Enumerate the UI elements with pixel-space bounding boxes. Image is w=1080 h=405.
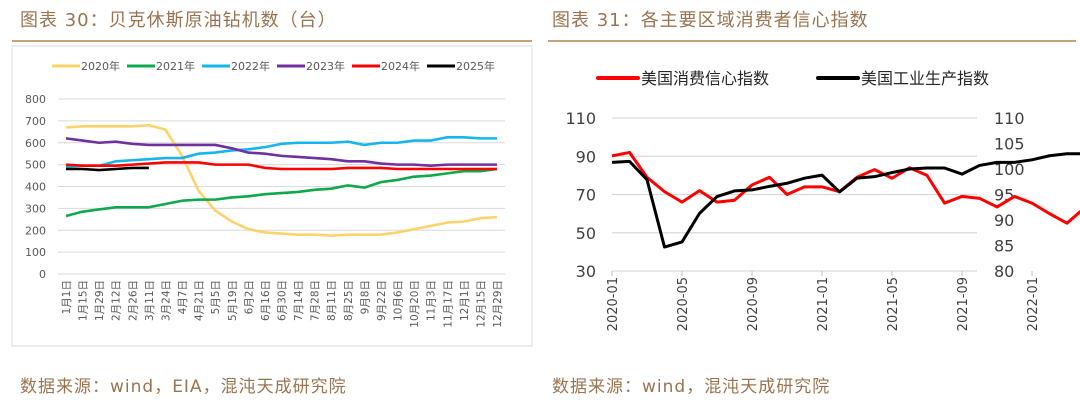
x-tick-label: 2020-05 — [676, 277, 691, 331]
legend-label: 美国消费信心指数 — [641, 69, 769, 88]
series-line-2025年 — [66, 166, 149, 172]
legend-label: 美国工业生产指数 — [861, 69, 989, 88]
y-tick-label: 400 — [25, 181, 46, 194]
x-tick-label: 4月7日 — [177, 280, 189, 314]
x-tick-label: 12月15日 — [475, 280, 487, 328]
y2-tick-label: 90 — [994, 211, 1014, 230]
series-line-2023年 — [65, 137, 497, 168]
x-tick-label: 11月3日 — [426, 280, 438, 321]
x-tick-label: 6月30日 — [277, 280, 289, 321]
x-tick-label: 8月25日 — [343, 280, 355, 321]
y2-tick-label: 110 — [994, 109, 1025, 128]
y-tick-label: 90 — [576, 147, 596, 166]
legend-label: 2021年 — [156, 59, 195, 73]
legend-label: 2022年 — [231, 59, 270, 73]
y2-tick-label: 80 — [994, 262, 1014, 281]
x-tick-label: 3月24日 — [160, 280, 172, 321]
x-tick-label: 10月20日 — [409, 280, 421, 328]
left-source-note: 数据来源：wind，EIA，混沌天成研究院 — [20, 377, 347, 397]
x-tick-label: 1月1日 — [61, 280, 73, 314]
y-tick-label: 100 — [25, 246, 46, 259]
series-line-2021年 — [65, 167, 498, 218]
x-tick-label: 5月5日 — [210, 280, 222, 314]
x-tick-label: 1月29日 — [94, 280, 106, 321]
x-tick-label: 10月6日 — [393, 280, 405, 321]
x-tick-label: 11月17日 — [442, 280, 454, 328]
y-tick-label: 600 — [25, 137, 46, 150]
series-line-美国工业生产指数 — [611, 152, 1080, 249]
legend-label: 2020年 — [81, 59, 120, 73]
left-chart-frame — [11, 45, 533, 347]
series-line-2024年 — [65, 161, 497, 171]
y2-tick-label: 100 — [994, 160, 1025, 179]
x-tick-label: 1月15日 — [78, 280, 90, 321]
series-line-美国消费信心指数 — [611, 150, 1080, 225]
y-tick-label: 200 — [25, 224, 46, 237]
y-tick-label: 110 — [565, 109, 596, 128]
y-tick-label: 300 — [25, 202, 46, 215]
legend-label: 2024年 — [381, 59, 420, 73]
x-tick-label: 12月29日 — [492, 280, 504, 328]
x-tick-label: 2021-05 — [886, 277, 901, 331]
x-tick-label: 4月21日 — [194, 280, 206, 321]
series-line-2022年 — [65, 135, 497, 169]
x-tick-label: 2021-09 — [956, 277, 971, 331]
x-tick-label: 9月8日 — [359, 280, 371, 314]
y-tick-label: 500 — [25, 159, 46, 172]
y-tick-label: 30 — [576, 262, 596, 281]
x-tick-label: 6月2日 — [243, 280, 255, 314]
x-tick-label: 7月28日 — [310, 280, 322, 321]
y-tick-label: 700 — [25, 115, 46, 128]
legend-label: 2025年 — [456, 59, 495, 73]
x-tick-label: 7月14日 — [293, 280, 305, 321]
y-tick-label: 70 — [576, 186, 596, 205]
series-line-2020年 — [65, 123, 498, 238]
legend-label: 2023年 — [306, 59, 345, 73]
x-tick-label: 2月26日 — [127, 280, 139, 321]
y-tick-label: 0 — [39, 268, 46, 281]
x-tick-label: 2月12日 — [111, 280, 123, 321]
x-tick-label: 2022-01 — [1026, 277, 1041, 331]
right-header-divider — [548, 40, 1076, 42]
x-tick-label: 5月19日 — [227, 280, 239, 321]
left-header-divider — [12, 40, 532, 42]
y2-tick-label: 85 — [994, 237, 1014, 256]
x-tick-label: 2021-01 — [816, 277, 831, 331]
x-tick-label: 8月11日 — [326, 280, 338, 321]
x-tick-label: 2020-01 — [606, 277, 621, 331]
y-tick-label: 50 — [576, 224, 596, 243]
y-tick-label: 800 — [25, 93, 46, 106]
x-tick-label: 12月1日 — [459, 280, 471, 321]
right-chart-title: 图表 31：各主要区域消费者信心指数 — [552, 10, 869, 31]
x-tick-label: 6月16日 — [260, 280, 272, 321]
x-tick-label: 3月11日 — [144, 280, 156, 321]
x-tick-label: 2020-09 — [746, 277, 761, 331]
y2-tick-label: 105 — [994, 135, 1025, 154]
right-source-note: 数据来源：wind，混沌天成研究院 — [552, 377, 831, 397]
x-tick-label: 9月22日 — [376, 280, 388, 321]
left-chart-title: 图表 30：贝克休斯原油钻机数（台） — [20, 10, 337, 31]
